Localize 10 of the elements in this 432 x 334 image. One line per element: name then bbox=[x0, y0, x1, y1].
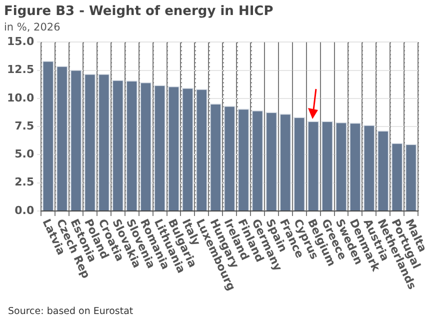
chart-subtitle: in %, 2026 bbox=[4, 22, 61, 34]
y-tick-label: 15.0 bbox=[7, 35, 34, 48]
y-tick-label: 7.5 bbox=[14, 119, 34, 132]
y-tick-label: 10.0 bbox=[7, 91, 34, 104]
y-tick-label: 2.5 bbox=[14, 176, 34, 189]
chart-title: Figure B3 - Weight of energy in HICP bbox=[4, 4, 274, 20]
y-tick-label: 0.0 bbox=[14, 204, 34, 217]
source-note: Source: based on Eurostat bbox=[8, 306, 134, 317]
y-tick-label: 5.0 bbox=[14, 148, 34, 161]
y-tick-label: 12.5 bbox=[7, 63, 34, 76]
